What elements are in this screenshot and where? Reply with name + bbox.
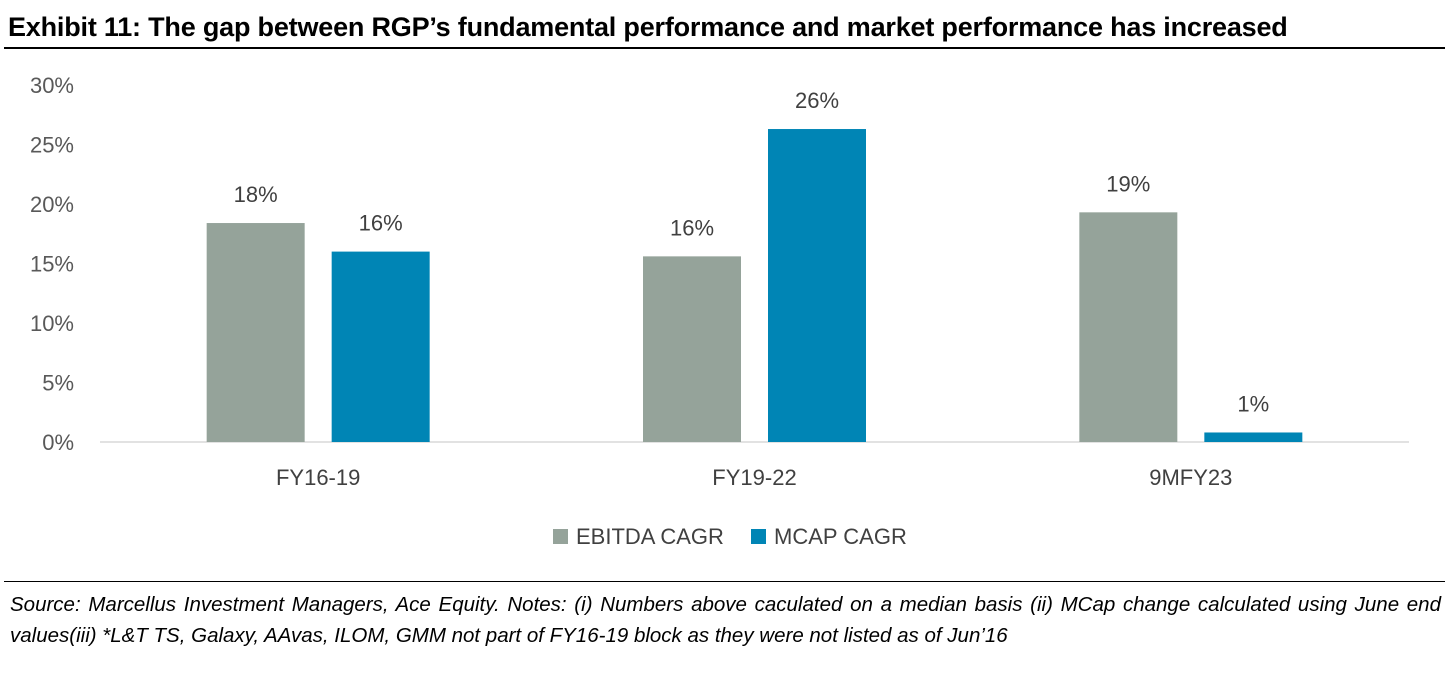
data-label: 26%: [795, 88, 839, 113]
bar-ebitda-cagr-fy16-19: [206, 223, 305, 442]
bar-chart: 0% 5% 10% 15% 20% 25% 30% 18% 16% FY16-19 16% 26% FY…: [30, 73, 1409, 549]
bar-mcap-cagr-fy16-19: [331, 251, 430, 442]
y-tick-label: 0%: [42, 430, 74, 455]
legend-label: MCAP CAGR: [774, 524, 907, 549]
data-label: 18%: [234, 182, 278, 207]
legend-swatch-mcap-cagr: [751, 529, 766, 544]
bar-ebitda-cagr-fy19-22: [643, 256, 741, 442]
legend-label: EBITDA CAGR: [576, 524, 724, 549]
chart-title: Exhibit 11: The gap between RGP’s fundam…: [8, 12, 1288, 42]
source-divider: [4, 581, 1445, 582]
source-note: Source: Marcellus Investment Managers, A…: [10, 593, 1441, 647]
x-tick-label: FY19-22: [712, 465, 796, 490]
y-tick-label: 10%: [30, 311, 74, 336]
data-label: 16%: [359, 211, 403, 236]
data-label: 1%: [1237, 391, 1269, 416]
title-underline: [4, 47, 1445, 49]
data-label: 19%: [1106, 171, 1150, 196]
bar-mcap-cagr-9mfy23: [1204, 432, 1303, 442]
data-label: 16%: [670, 215, 714, 240]
bar-ebitda-cagr-9mfy23: [1079, 212, 1178, 442]
legend-swatch-ebitda-cagr: [553, 529, 568, 544]
bar-mcap-cagr-fy19-22: [768, 129, 866, 442]
y-tick-label: 30%: [30, 73, 74, 98]
x-tick-label: FY16-19: [276, 465, 360, 490]
y-tick-label: 20%: [30, 192, 74, 217]
y-tick-label: 5%: [42, 371, 74, 396]
y-tick-label: 25%: [30, 133, 74, 158]
y-tick-label: 15%: [30, 252, 74, 277]
x-tick-label: 9MFY23: [1149, 465, 1232, 490]
